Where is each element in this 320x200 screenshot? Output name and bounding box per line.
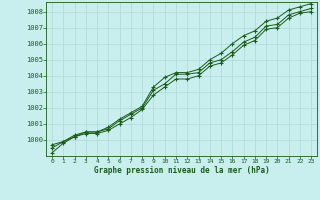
X-axis label: Graphe pression niveau de la mer (hPa): Graphe pression niveau de la mer (hPa) (94, 166, 269, 175)
